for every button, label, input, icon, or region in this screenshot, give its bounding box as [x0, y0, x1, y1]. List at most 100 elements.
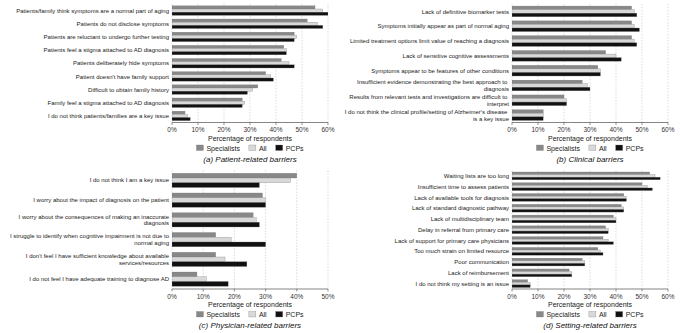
bar — [512, 69, 600, 73]
tick-label: 40% — [269, 126, 282, 133]
category-label: Lack of available tools for diagnosis — [414, 195, 509, 201]
category-label: Patients/family think symptoms are a nor… — [16, 8, 169, 14]
tick-label: 30% — [243, 126, 256, 133]
legend-swatch — [616, 312, 623, 318]
category-label: Patients do not disclose symptoms — [77, 21, 169, 27]
bar — [172, 218, 256, 223]
tick-label: 20% — [217, 126, 230, 133]
bar — [512, 199, 626, 202]
bar — [512, 237, 603, 240]
category-label-line: Patients do not disclose symptoms — [77, 21, 169, 27]
category-label: Lack of reimbursement — [448, 270, 509, 276]
bar — [172, 198, 266, 203]
bar — [512, 87, 590, 91]
grid-line — [668, 4, 669, 123]
category-label-line: Lack of support for primary care physici… — [395, 238, 509, 244]
category-label-line: Patient doesn't have family support — [76, 74, 170, 80]
category-label-line: I worry about the impact of diagnosis on… — [33, 197, 169, 203]
bar — [512, 99, 567, 103]
legend-swatch — [589, 312, 596, 318]
category-label: Difficult to obtain family history — [88, 87, 169, 93]
category-label-line: diagnosis — [144, 220, 169, 226]
category-label-line: Symptoms initially appear as part of nor… — [378, 23, 509, 29]
category-label: Patients feel a stigma attached to AD di… — [44, 47, 169, 53]
legend-label: PCPs — [286, 311, 304, 318]
bar — [512, 250, 600, 253]
bar — [512, 24, 634, 28]
tick-label: 10% — [531, 293, 544, 300]
bar — [512, 102, 567, 106]
category-label-line: Patients feel a stigma attached to AD di… — [44, 47, 169, 53]
category-label: Waiting lists are too long — [444, 173, 509, 179]
bar — [172, 202, 266, 207]
legend-swatch — [536, 312, 543, 318]
bar — [172, 104, 242, 107]
category-label-line: Lack of sensitive cognitive assessments — [403, 53, 509, 59]
category-label: Symptoms appear to be features of other … — [371, 68, 509, 74]
legend: SpecialistsAllPCPs — [196, 145, 304, 153]
category-label-line: Lack of definitive biomarker tests — [422, 9, 509, 15]
bar — [172, 38, 294, 41]
bar — [512, 226, 606, 229]
category-label-line: normal aging — [134, 240, 169, 246]
bars — [512, 172, 660, 287]
category-label: I struggle to identify when cognitive im… — [10, 233, 170, 246]
category-label-line: services/resources — [119, 260, 169, 266]
bar — [512, 80, 582, 84]
bar — [512, 207, 624, 210]
category-label-line: Too much strain on limited resource — [414, 248, 509, 254]
bar — [172, 173, 297, 178]
bar — [512, 272, 572, 275]
tick-label: 0% — [167, 126, 177, 133]
bar — [512, 242, 613, 245]
tick-label: 30% — [583, 293, 596, 300]
legend-label: PCPs — [626, 311, 644, 318]
bar — [172, 117, 190, 120]
bar — [512, 54, 616, 58]
category-label-line: Insufficient time to assess patients — [418, 184, 509, 190]
x-axis-line — [172, 122, 328, 123]
legend-label: All — [259, 145, 267, 152]
bar — [172, 62, 289, 65]
bar — [512, 196, 626, 199]
legend-swatch — [196, 312, 203, 318]
bar — [172, 35, 297, 38]
grid — [512, 4, 668, 123]
category-label-line: diagnosis — [484, 86, 509, 92]
bar — [172, 237, 231, 242]
bar — [512, 215, 613, 218]
legend-swatch — [536, 145, 543, 151]
category-label: Insufficient evidence demonstrating the … — [357, 79, 509, 92]
legend-swatch — [196, 145, 203, 151]
bars — [512, 6, 639, 120]
tick-label: 0% — [167, 293, 177, 300]
bar — [512, 239, 608, 242]
legend-swatch — [276, 312, 283, 318]
tick-label: 40% — [609, 293, 622, 300]
category-label-line: Patients deliberately hide symptoms — [73, 60, 169, 66]
bar — [512, 110, 543, 114]
legend: SpecialistsAllPCPs — [196, 311, 304, 319]
bars — [172, 173, 297, 286]
category-label: I worry about the consequences of making… — [19, 214, 170, 227]
category-label: Results from relevant tests and investig… — [349, 94, 509, 107]
panel-title: (c) Physician-related barriers — [199, 321, 301, 330]
bar — [512, 285, 530, 288]
legend-label: Specialists — [546, 311, 580, 319]
bar — [512, 194, 624, 197]
bar — [512, 175, 655, 178]
bar — [172, 114, 188, 117]
bar — [512, 58, 621, 62]
category-label: Limited treatment options limit value of… — [350, 38, 509, 44]
tick-label: 40% — [290, 293, 303, 300]
bar — [512, 228, 608, 231]
grid-line — [328, 171, 329, 290]
legend: SpecialistsAllPCPs — [536, 145, 644, 153]
x-axis-line — [172, 289, 328, 290]
bar — [172, 9, 323, 12]
category-label-line: Lack of standard diagnostic pathway — [412, 205, 509, 211]
bar — [512, 84, 587, 88]
bar — [172, 262, 247, 267]
grid — [172, 4, 328, 123]
category-label: Patients deliberately hide symptoms — [73, 60, 169, 66]
